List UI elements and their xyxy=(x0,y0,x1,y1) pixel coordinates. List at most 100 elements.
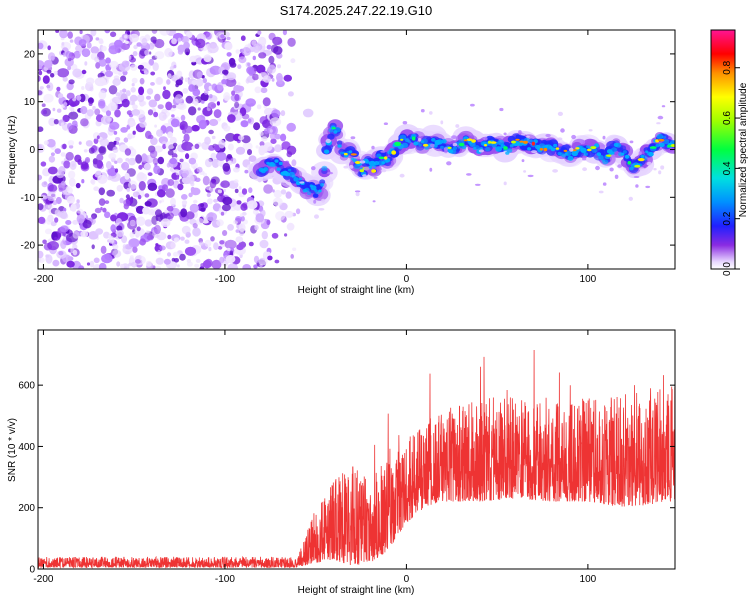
heatmap-noise-blob xyxy=(128,180,138,190)
heatmap-scatter-dot xyxy=(325,138,331,144)
heatmap-noise-blob xyxy=(240,203,248,211)
heatmap-noise-blob xyxy=(41,103,46,107)
heatmap-ridge-inner xyxy=(598,155,604,160)
heatmap-noise-blob xyxy=(54,217,59,223)
heatmap-scatter-dot xyxy=(313,199,317,204)
heatmap-noise-blob xyxy=(121,235,128,244)
heatmap-noise-blob xyxy=(119,90,123,94)
heatmap-ridge-core xyxy=(555,147,560,150)
heatmap-noise-blob xyxy=(68,145,74,149)
heatmap-scatter-dot xyxy=(610,154,616,159)
heatmap-ridge-core xyxy=(466,138,473,141)
heatmap-noise-blob xyxy=(177,102,187,111)
heatmap-noise-blob xyxy=(100,245,107,254)
heatmap-noise-blob xyxy=(273,189,282,199)
heatmap-noise-blob xyxy=(101,253,113,264)
heatmap-noise-blob xyxy=(162,184,168,192)
heatmap-noise-blob xyxy=(120,126,128,133)
heatmap-ridge-inner xyxy=(485,146,491,152)
heatmap-noise-blob xyxy=(91,244,95,250)
heatmap-noise-blob xyxy=(125,90,131,97)
heatmap-noise-blob xyxy=(38,75,41,82)
heatmap-noise-blob xyxy=(217,189,222,194)
heatmap-noise-blob xyxy=(176,176,180,180)
heatmap-noise-blob xyxy=(161,199,165,203)
heatmap-noise-blob xyxy=(152,157,159,165)
heatmap-noise-blob xyxy=(94,56,100,63)
heatmap-noise-blob xyxy=(68,111,79,120)
heatmap-noise-blob xyxy=(248,241,254,247)
heatmap-noise-blob xyxy=(181,176,192,185)
heatmap-noise-blob xyxy=(124,34,128,39)
heatmap-noise-blob xyxy=(216,219,224,227)
heatmap-noise-blob xyxy=(153,224,161,235)
heatmap-noise-blob xyxy=(252,209,259,215)
heatmap-ridge-inner xyxy=(583,152,588,157)
heatmap-noise-blob xyxy=(182,172,188,178)
heatmap-scatter-dot xyxy=(470,103,475,107)
heatmap-noise-blob xyxy=(110,31,117,38)
heatmap-noise-blob xyxy=(247,200,258,210)
heatmap-noise-blob xyxy=(109,121,120,130)
heatmap-noise-blob xyxy=(38,257,42,262)
heatmap-noise-blob xyxy=(38,42,44,50)
snr-x-tick-label: -100 xyxy=(215,574,235,585)
heatmap-noise-blob xyxy=(247,118,252,124)
heatmap-noise-blob xyxy=(235,229,240,233)
heatmap-noise-blob xyxy=(99,76,109,86)
heatmap-ridge-inner xyxy=(321,165,328,171)
heatmap-noise-blob xyxy=(82,219,92,229)
heatmap-noise-blob xyxy=(144,49,150,56)
heatmap-noise-blob xyxy=(182,129,187,135)
heatmap-noise-blob xyxy=(128,157,136,166)
heatmap-noise-blob xyxy=(66,195,75,204)
heatmap-noise-blob xyxy=(126,187,131,192)
heatmap-noise-blob xyxy=(146,260,152,267)
heatmap-ridge-core xyxy=(359,169,364,173)
heatmap-ridge-inner xyxy=(298,177,303,181)
heatmap-noise-blob xyxy=(137,172,145,180)
heatmap-noise-blob xyxy=(268,55,275,64)
heatmap-scatter-dot xyxy=(483,136,488,141)
heatmap-scatter-dot xyxy=(660,165,665,170)
heatmap-scatter-dot xyxy=(295,186,301,190)
heatmap-noise-blob xyxy=(151,30,158,34)
heatmap-noise-blob xyxy=(112,78,121,86)
heatmap-noise-blob xyxy=(93,186,100,191)
heatmap-ridge-inner xyxy=(416,141,420,145)
heatmap-noise-blob xyxy=(114,168,119,173)
heatmap-noise-blob xyxy=(76,214,85,224)
heatmap-scatter-dot xyxy=(657,115,664,120)
heatmap-noise-blob xyxy=(248,187,253,194)
heatmap-scatter-dot xyxy=(602,182,607,186)
heatmap-noise-blob xyxy=(172,251,180,257)
heatmap-noise-blob xyxy=(204,239,212,247)
heatmap-noise-blob xyxy=(254,224,259,231)
heatmap-noise-blob xyxy=(188,84,195,92)
heatmap-noise-blob xyxy=(40,109,47,116)
heatmap-ridge-core xyxy=(391,150,397,155)
heatmap-noise-blob xyxy=(199,241,204,246)
heatmap-noise-blob xyxy=(237,64,242,70)
heatmap-noise-blob xyxy=(156,220,160,225)
heatmap-noise-blob xyxy=(56,108,62,113)
heatmap-noise-blob xyxy=(97,174,108,184)
heatmap-noise-blob xyxy=(101,45,107,52)
heatmap-noise-blob xyxy=(63,102,68,107)
heatmap-noise-blob xyxy=(92,159,104,169)
heatmap-noise-blob xyxy=(167,149,174,156)
heatmap-noise-blob xyxy=(135,259,141,264)
heatmap-noise-blob xyxy=(185,95,193,104)
heatmap-scatter-dot xyxy=(478,149,484,153)
heatmap-noise-blob xyxy=(211,259,222,269)
heatmap-noise-blob xyxy=(216,82,224,91)
heatmap-scatter-dot xyxy=(639,167,645,171)
heatmap-ridge-inner xyxy=(662,135,667,139)
heatmap-noise-blob xyxy=(144,201,152,207)
heatmap-noise-blob xyxy=(153,165,161,174)
heatmap-scatter-dot xyxy=(318,208,325,211)
heatmap-noise-blob xyxy=(222,196,233,205)
heatmap-noise-blob xyxy=(128,120,136,127)
heatmap-x-tick-label: 100 xyxy=(580,274,597,285)
